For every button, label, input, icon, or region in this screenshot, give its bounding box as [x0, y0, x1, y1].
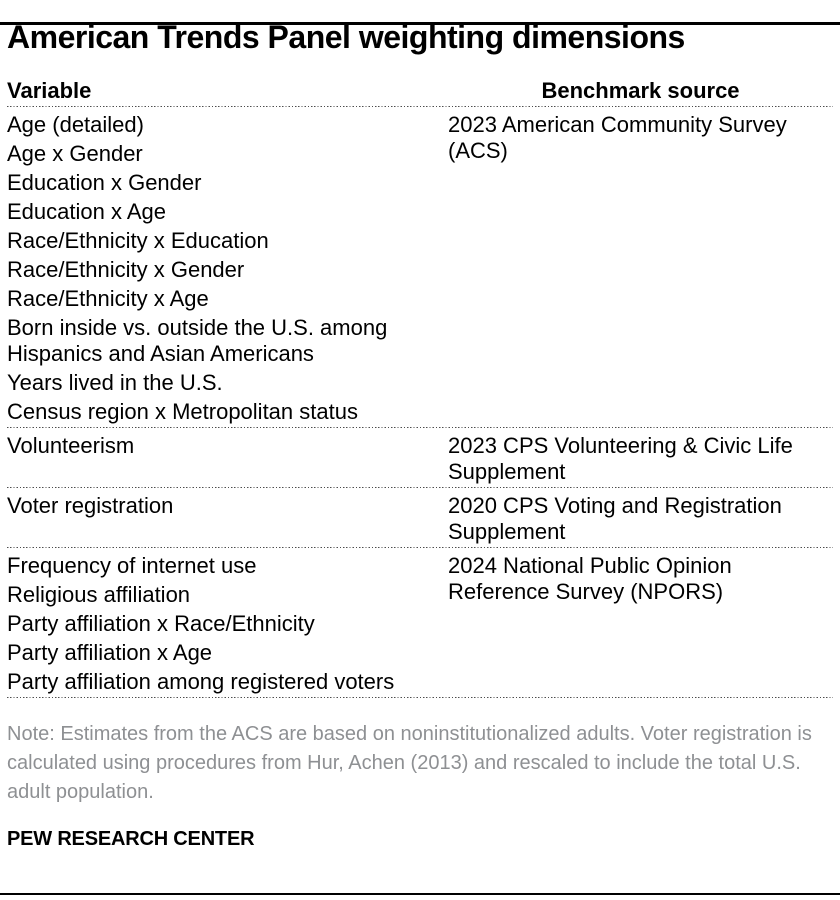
- variable-cell-list: Age (detailed) Age x Gender Education x Ge…: [7, 110, 448, 426]
- note-text: Note: Estimates from the ACS are based o…: [7, 723, 812, 803]
- variable-cell: Frequency of internet use: [7, 552, 257, 578]
- bottom-rule: [0, 893, 840, 895]
- page-title: American Trends Panel weighting dimensio…: [7, 19, 685, 55]
- table-row-group: Volunteerism 2023 CPS Volunteering & Civi…: [7, 428, 833, 488]
- variable-cell: Party affiliation x Race/Ethnicity: [7, 610, 315, 636]
- benchmark-source-cell: 2024 National Public Opinion Reference S…: [448, 552, 732, 604]
- top-rule: [0, 22, 840, 25]
- variable-cell: Age x Gender: [7, 140, 143, 166]
- figure: American Trends Panel weighting dimensio…: [0, 20, 840, 851]
- variable-cell: Race/Ethnicity x Gender: [7, 256, 245, 282]
- variable-cell: Race/Ethnicity x Education: [7, 227, 269, 253]
- source-attribution: PEW RESEARCH CENTER: [7, 828, 255, 850]
- table-row-group: Voter registration 2020 CPS Voting and Re…: [7, 488, 833, 548]
- variable-cell: Born inside vs. outside the U.S. among H…: [7, 314, 388, 366]
- variable-cell: Years lived in the U.S.: [7, 369, 223, 395]
- table-row-group: Age (detailed) Age x Gender Education x Ge…: [7, 107, 833, 428]
- variable-cell-list: Voter registration: [7, 491, 448, 546]
- table-row-group: Frequency of internet use Religious affil…: [7, 548, 833, 698]
- variable-cell: Voter registration: [7, 492, 174, 518]
- benchmark-source-cell: 2023 American Community Survey (ACS): [448, 111, 787, 163]
- table-header-row: Variable Benchmark source: [7, 79, 833, 107]
- table-body: Age (detailed) Age x Gender Education x Ge…: [7, 107, 833, 698]
- variable-cell: Volunteerism: [7, 432, 135, 458]
- variable-cell: Education x Gender: [7, 169, 202, 195]
- variable-cell: Race/Ethnicity x Age: [7, 285, 209, 311]
- variable-cell-list: Volunteerism: [7, 431, 448, 486]
- variable-cell-list: Frequency of internet use Religious affil…: [7, 551, 448, 696]
- column-header-benchmark-source: Benchmark source: [541, 78, 740, 103]
- variable-cell: Age (detailed): [7, 111, 144, 137]
- variable-cell: Party affiliation x Age: [7, 639, 213, 665]
- benchmark-source-cell: 2023 CPS Volunteering & Civic Life Suppl…: [448, 432, 793, 484]
- column-header-variable: Variable: [7, 78, 92, 103]
- variable-cell: Party affiliation among registered voter…: [7, 668, 395, 694]
- benchmark-source-cell: 2020 CPS Voting and Registration Supplem…: [448, 492, 782, 544]
- variable-cell: Education x Age: [7, 198, 167, 224]
- variable-cell: Census region x Metropolitan status: [7, 398, 358, 424]
- variable-cell: Religious affiliation: [7, 581, 191, 607]
